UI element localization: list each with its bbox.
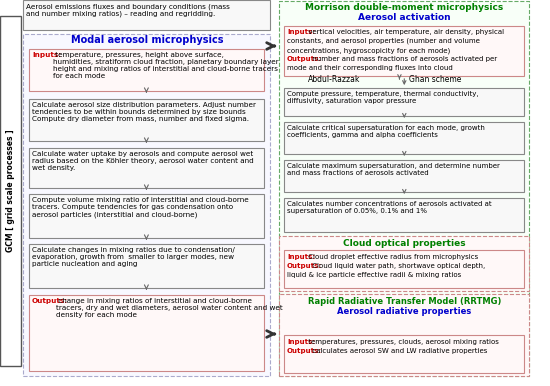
FancyBboxPatch shape: [0, 16, 21, 366]
Text: Rapid Radiative Transfer Model (RRTMG): Rapid Radiative Transfer Model (RRTMG): [307, 296, 501, 305]
FancyBboxPatch shape: [29, 244, 263, 288]
Text: temperature, pressures, height above surface,
humidities, stratiform cloud fract: temperature, pressures, height above sur…: [53, 52, 279, 79]
Text: mode and their corresponding fluxes into cloud: mode and their corresponding fluxes into…: [287, 65, 453, 71]
Text: GCM [ grid scale processes ]: GCM [ grid scale processes ]: [6, 130, 15, 252]
Text: Inputs:: Inputs:: [287, 254, 315, 260]
Text: Aerosol activation: Aerosol activation: [358, 14, 450, 22]
FancyBboxPatch shape: [279, 1, 529, 376]
Text: vertical velocities, air temperature, air density, physical: vertical velocities, air temperature, ai…: [306, 29, 504, 35]
Text: concentrations, hygroscopicity for each mode): concentrations, hygroscopicity for each …: [287, 47, 450, 54]
FancyBboxPatch shape: [29, 295, 263, 371]
FancyBboxPatch shape: [23, 34, 271, 376]
Text: number and mass fractions of aerosols activated per: number and mass fractions of aerosols ac…: [310, 56, 497, 62]
Text: temperatures, pressures, clouds, aerosol mixing ratios: temperatures, pressures, clouds, aerosol…: [306, 339, 499, 345]
Text: Inputs:: Inputs:: [32, 52, 61, 58]
FancyBboxPatch shape: [284, 88, 525, 116]
FancyBboxPatch shape: [29, 194, 263, 238]
FancyBboxPatch shape: [284, 160, 525, 192]
Text: Abdul-Razzak: Abdul-Razzak: [309, 76, 361, 85]
Text: calculates aerosol SW and LW radiative properties: calculates aerosol SW and LW radiative p…: [310, 348, 488, 354]
FancyBboxPatch shape: [29, 148, 263, 188]
FancyBboxPatch shape: [29, 49, 263, 91]
Text: change in mixing ratios of interstitial and cloud-borne
tracers, dry and wet dia: change in mixing ratios of interstitial …: [56, 298, 283, 318]
Text: Morrison double-moment microphysics: Morrison double-moment microphysics: [305, 3, 503, 12]
Text: Compute volume mixing ratio of interstitial and cloud-borne
tracers. Compute ten: Compute volume mixing ratio of interstit…: [32, 197, 249, 217]
Text: Outputs:: Outputs:: [32, 298, 68, 304]
Text: constants, and aerosol properties (number and volume: constants, and aerosol properties (numbe…: [287, 38, 480, 44]
Text: Calculate water uptake by aerosols and compute aerosol wet
radius based on the K: Calculate water uptake by aerosols and c…: [32, 151, 254, 171]
Text: Cloud optical properties: Cloud optical properties: [343, 239, 466, 247]
Text: Cloud droplet effective radius from microphysics: Cloud droplet effective radius from micr…: [306, 254, 478, 260]
Text: Aerosol emissions fluxes and boundary conditions (mass
and number mixing ratios): Aerosol emissions fluxes and boundary co…: [26, 3, 230, 17]
FancyBboxPatch shape: [279, 294, 529, 376]
Text: Inputs:: Inputs:: [287, 29, 315, 35]
Text: Aerosol radiative properties: Aerosol radiative properties: [337, 306, 471, 315]
FancyBboxPatch shape: [29, 99, 263, 141]
Text: Calculate critical supersaturation for each mode, growth
coefficients, gamma and: Calculate critical supersaturation for e…: [287, 125, 485, 138]
FancyBboxPatch shape: [284, 198, 525, 232]
Text: Compute pressure, temperature, thermal conductivity,
diffusivity, saturation vap: Compute pressure, temperature, thermal c…: [287, 91, 478, 104]
Text: Inputs:: Inputs:: [287, 339, 315, 345]
FancyBboxPatch shape: [284, 122, 525, 154]
Text: Calculate changes in mixing ratios due to condensation/
evaporation, growth from: Calculate changes in mixing ratios due t…: [32, 247, 235, 267]
Text: Cloud liquid water path, shortwave optical depth,: Cloud liquid water path, shortwave optic…: [310, 263, 486, 269]
Text: Calculate maximum supersaturation, and determine number
and mass fractions of ae: Calculate maximum supersaturation, and d…: [287, 163, 500, 176]
Text: Calculate aerosol size distribution parameters. Adjust number
tendencies to be w: Calculate aerosol size distribution para…: [32, 102, 256, 122]
Text: Outputs:: Outputs:: [287, 263, 322, 269]
FancyBboxPatch shape: [284, 250, 525, 288]
Text: Ghan scheme: Ghan scheme: [409, 76, 461, 85]
Text: Modal aerosol microphysics: Modal aerosol microphysics: [70, 35, 223, 45]
FancyBboxPatch shape: [279, 236, 529, 291]
Text: liquid & ice particle effective radii & mixing ratios: liquid & ice particle effective radii & …: [287, 272, 461, 278]
FancyBboxPatch shape: [23, 0, 271, 30]
Text: Outputs:: Outputs:: [287, 56, 322, 62]
Text: Calculates number concentrations of aerosols activated at
supersaturation of 0.0: Calculates number concentrations of aero…: [287, 201, 492, 214]
Text: Outputs:: Outputs:: [287, 348, 322, 354]
FancyBboxPatch shape: [284, 26, 525, 76]
FancyBboxPatch shape: [284, 335, 525, 373]
